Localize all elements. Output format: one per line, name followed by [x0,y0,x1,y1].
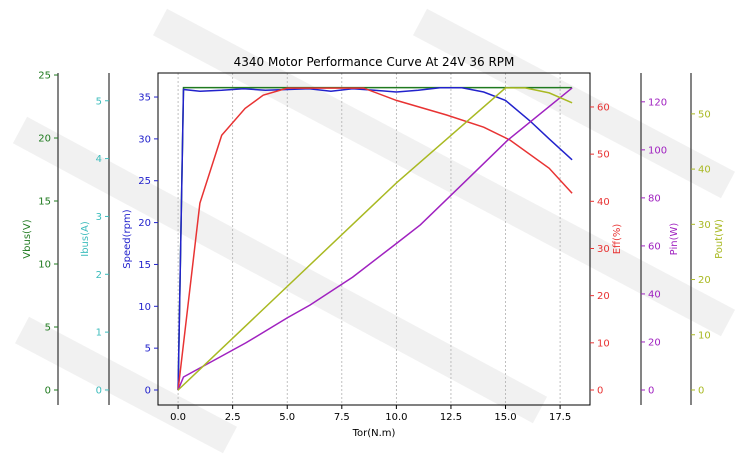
speed-tick-label: 10 [138,302,151,313]
series-line-pin [177,87,573,391]
pin-tick-label: 20 [648,337,661,348]
vbus-tick-label: 25 [38,71,51,82]
eff-tick-label: 10 [597,338,610,349]
ibus-tick-label: 1 [96,328,102,339]
eff-axis-label: Eff(%) [612,224,623,255]
series-line-eff [177,87,573,391]
pout-tick-label: 20 [698,275,711,286]
x-tick-label: 5.0 [279,412,295,423]
x-tick-label: 7.5 [334,412,350,423]
ibus-tick-label: 3 [96,212,102,223]
pin-tick-label: 120 [648,97,667,108]
eff-tick-label: 60 [597,102,610,113]
x-tick-label: 17.5 [549,412,571,423]
x-tick-label: 15.0 [494,412,516,423]
x-axis-label: Tor(N.m) [352,428,396,439]
pin-tick-label: 80 [648,193,661,204]
pin-tick-label: 100 [648,145,667,156]
x-tick-label: 10.0 [385,412,407,423]
x-tick-label: 12.5 [440,412,462,423]
eff-tick-label: 40 [597,197,610,208]
pout-tick-label: 30 [698,220,711,231]
vbus-axis-label: Vbus(V) [22,219,33,258]
watermark [12,8,736,454]
vbus-tick-label: 5 [45,323,51,334]
vbus-tick-label: 0 [45,386,51,397]
ibus-tick-label: 2 [96,270,102,281]
eff-tick-label: 50 [597,150,610,161]
pin-tick-label: 0 [648,385,654,396]
pin-tick-label: 60 [648,241,661,252]
ibus-axis-label: Ibus(A) [80,221,91,257]
vbus-tick-label: 10 [38,260,51,271]
series-line-pout [177,87,573,391]
speed-axis-label: Speed(rpm) [122,209,133,268]
speed-tick-label: 30 [138,134,151,145]
speed-tick-label: 35 [138,93,151,104]
pin-tick-label: 40 [648,289,661,300]
speed-tick-label: 15 [138,260,151,271]
ibus-tick-label: 5 [96,96,102,107]
pout-tick-label: 50 [698,109,711,120]
pout-tick-label: 40 [698,165,711,176]
ibus-tick-label: 4 [96,154,102,165]
speed-tick-label: 20 [138,218,151,229]
pout-tick-label: 10 [698,330,711,341]
chart-title: 4340 Motor Performance Curve At 24V 36 R… [234,55,515,69]
speed-tick-label: 0 [145,386,151,397]
speed-tick-label: 5 [145,344,151,355]
ibus-tick-label: 0 [96,385,102,396]
x-tick-label: 2.5 [225,412,241,423]
eff-tick-label: 20 [597,291,610,302]
vbus-tick-label: 15 [38,197,51,208]
vbus-tick-label: 20 [38,134,51,145]
speed-tick-label: 25 [138,176,151,187]
eff-tick-label: 0 [597,385,603,396]
eff-tick-label: 30 [597,244,610,255]
x-tick-label: 0.0 [170,412,186,423]
plot-frame [157,72,591,406]
series-line-speed [177,87,573,391]
pout-tick-label: 0 [698,385,704,396]
pin-axis-label: Pin(W) [669,223,680,256]
pout-axis-label: Pout(W) [714,219,725,259]
